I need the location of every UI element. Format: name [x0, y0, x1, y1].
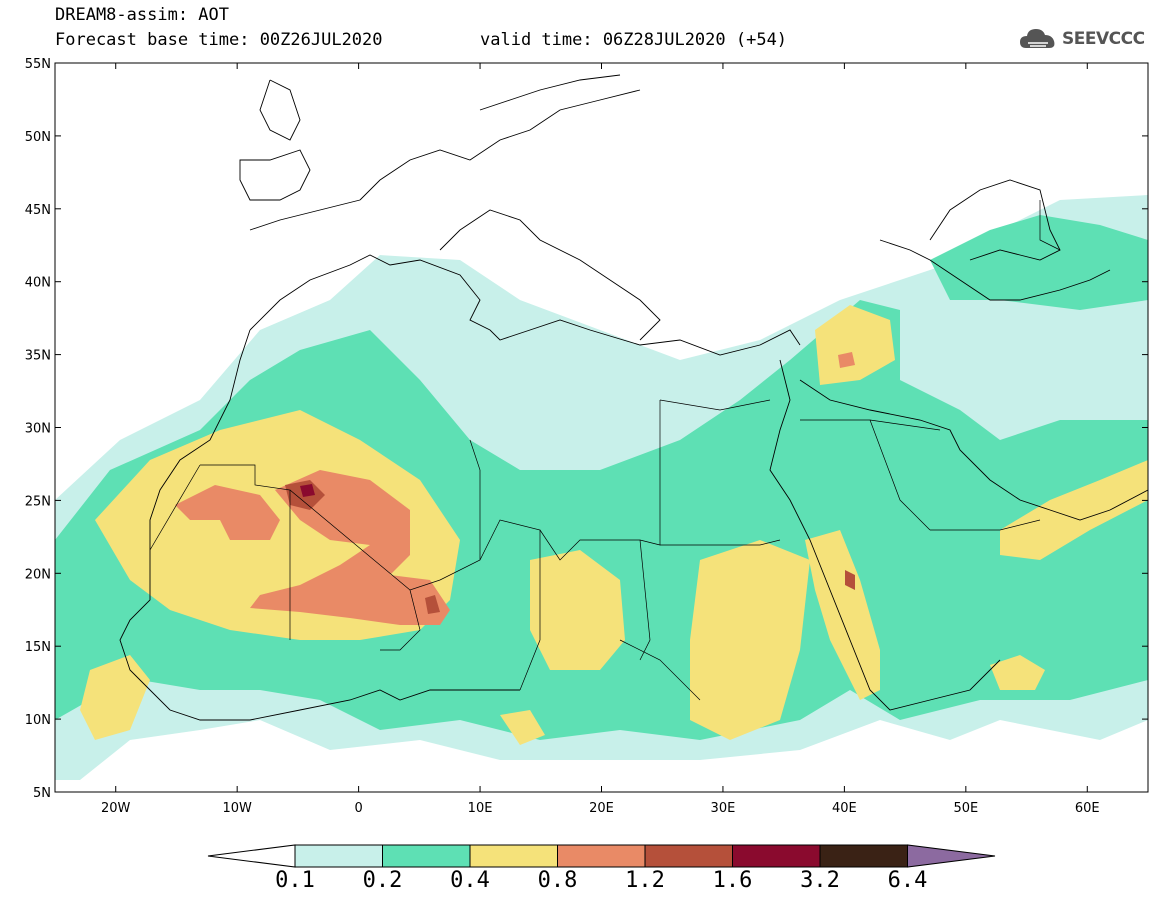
y-tick-label: 10N	[25, 713, 51, 728]
colorbar-label: 1.6	[712, 868, 753, 893]
colorbar-label: 0.1	[275, 868, 315, 893]
aot-contour-1-2-niger	[425, 595, 440, 614]
x-axis-labels: 20W 10W 0 10E 20E 30E 40E 50E 60E	[101, 801, 1100, 816]
y-tick-label: 50N	[25, 130, 51, 145]
aot-contour-1-6	[300, 484, 315, 497]
ticks	[55, 62, 1148, 793]
y-tick-label: 25N	[25, 494, 51, 509]
y-tick-label: 55N	[25, 57, 51, 72]
coastlines	[119, 74, 1148, 721]
aot-contour-0-4-sahel	[530, 550, 625, 670]
colorbar-label: 0.2	[362, 868, 403, 893]
aot-contour-1-2-redsea	[845, 570, 855, 590]
x-tick-label: 60E	[1075, 801, 1100, 816]
colorbar-label: 0.4	[450, 868, 490, 893]
cloud-icon	[1020, 29, 1055, 48]
colorbar-right-arrow	[907, 844, 996, 868]
aot-field	[55, 195, 1148, 780]
x-tick-label: 10W	[222, 801, 252, 816]
colorbar-segment	[469, 844, 558, 868]
colorbar-segment	[557, 844, 646, 868]
colorbar-segment	[732, 844, 821, 868]
base-time: Forecast base time: 00Z26JUL2020	[55, 30, 383, 50]
x-tick-label: 50E	[953, 801, 978, 816]
colorbar	[207, 844, 996, 868]
x-tick-label: 30E	[711, 801, 736, 816]
y-tick-label: 30N	[25, 422, 51, 437]
y-tick-label: 45N	[25, 203, 51, 218]
aot-contour-0-4-oman	[1000, 460, 1148, 560]
aot-contour-0-4-arabian-sea	[990, 655, 1045, 690]
aot-contour-0-2-caspian	[930, 215, 1148, 310]
colorbar-segment	[294, 844, 383, 868]
x-tick-label: 0	[354, 801, 362, 816]
colorbar-label: 0.8	[537, 868, 578, 893]
valid-time: valid time: 06Z28JUL2020 (+54)	[480, 30, 788, 50]
aot-contour-0-8-center	[250, 470, 450, 625]
aot-contour-0-4-westafrica	[80, 655, 150, 740]
aot-contour-0-4-syria	[815, 305, 895, 385]
x-tick-label: 20E	[589, 801, 614, 816]
borders	[149, 200, 1061, 701]
aot-contour-0-4-redsea	[805, 530, 880, 700]
y-axis-labels: 55N 50N 45N 40N 35N 30N 25N 20N 15N 10N 5N	[25, 57, 51, 801]
colorbar-segment	[644, 844, 733, 868]
y-tick-label: 35N	[25, 349, 51, 364]
y-tick-label: 20N	[25, 567, 51, 582]
aot-contour-0-8-syria	[838, 352, 855, 368]
aot-contour-0-4-sudan	[690, 540, 810, 740]
x-tick-label: 10E	[468, 801, 493, 816]
colorbar-segment	[382, 844, 471, 868]
y-tick-label: 5N	[33, 786, 51, 801]
aot-contour-0-4-cameroon	[500, 710, 545, 745]
colorbar-left-arrow	[207, 844, 296, 868]
y-tick-label: 40N	[25, 276, 51, 291]
colorbar-segment	[819, 844, 908, 868]
y-tick-label: 15N	[25, 640, 51, 655]
colorbar-label: 3.2	[800, 868, 840, 893]
aot-contour-0-8	[175, 485, 280, 540]
logo-text: SEEVCCC	[1062, 29, 1145, 49]
map-title: DREAM8-assim: AOT	[55, 5, 229, 25]
colorbar-label: 1.2	[625, 868, 665, 893]
x-tick-label: 20W	[101, 801, 131, 816]
x-tick-label: 40E	[832, 801, 857, 816]
colorbar-label: 6.4	[887, 868, 928, 893]
